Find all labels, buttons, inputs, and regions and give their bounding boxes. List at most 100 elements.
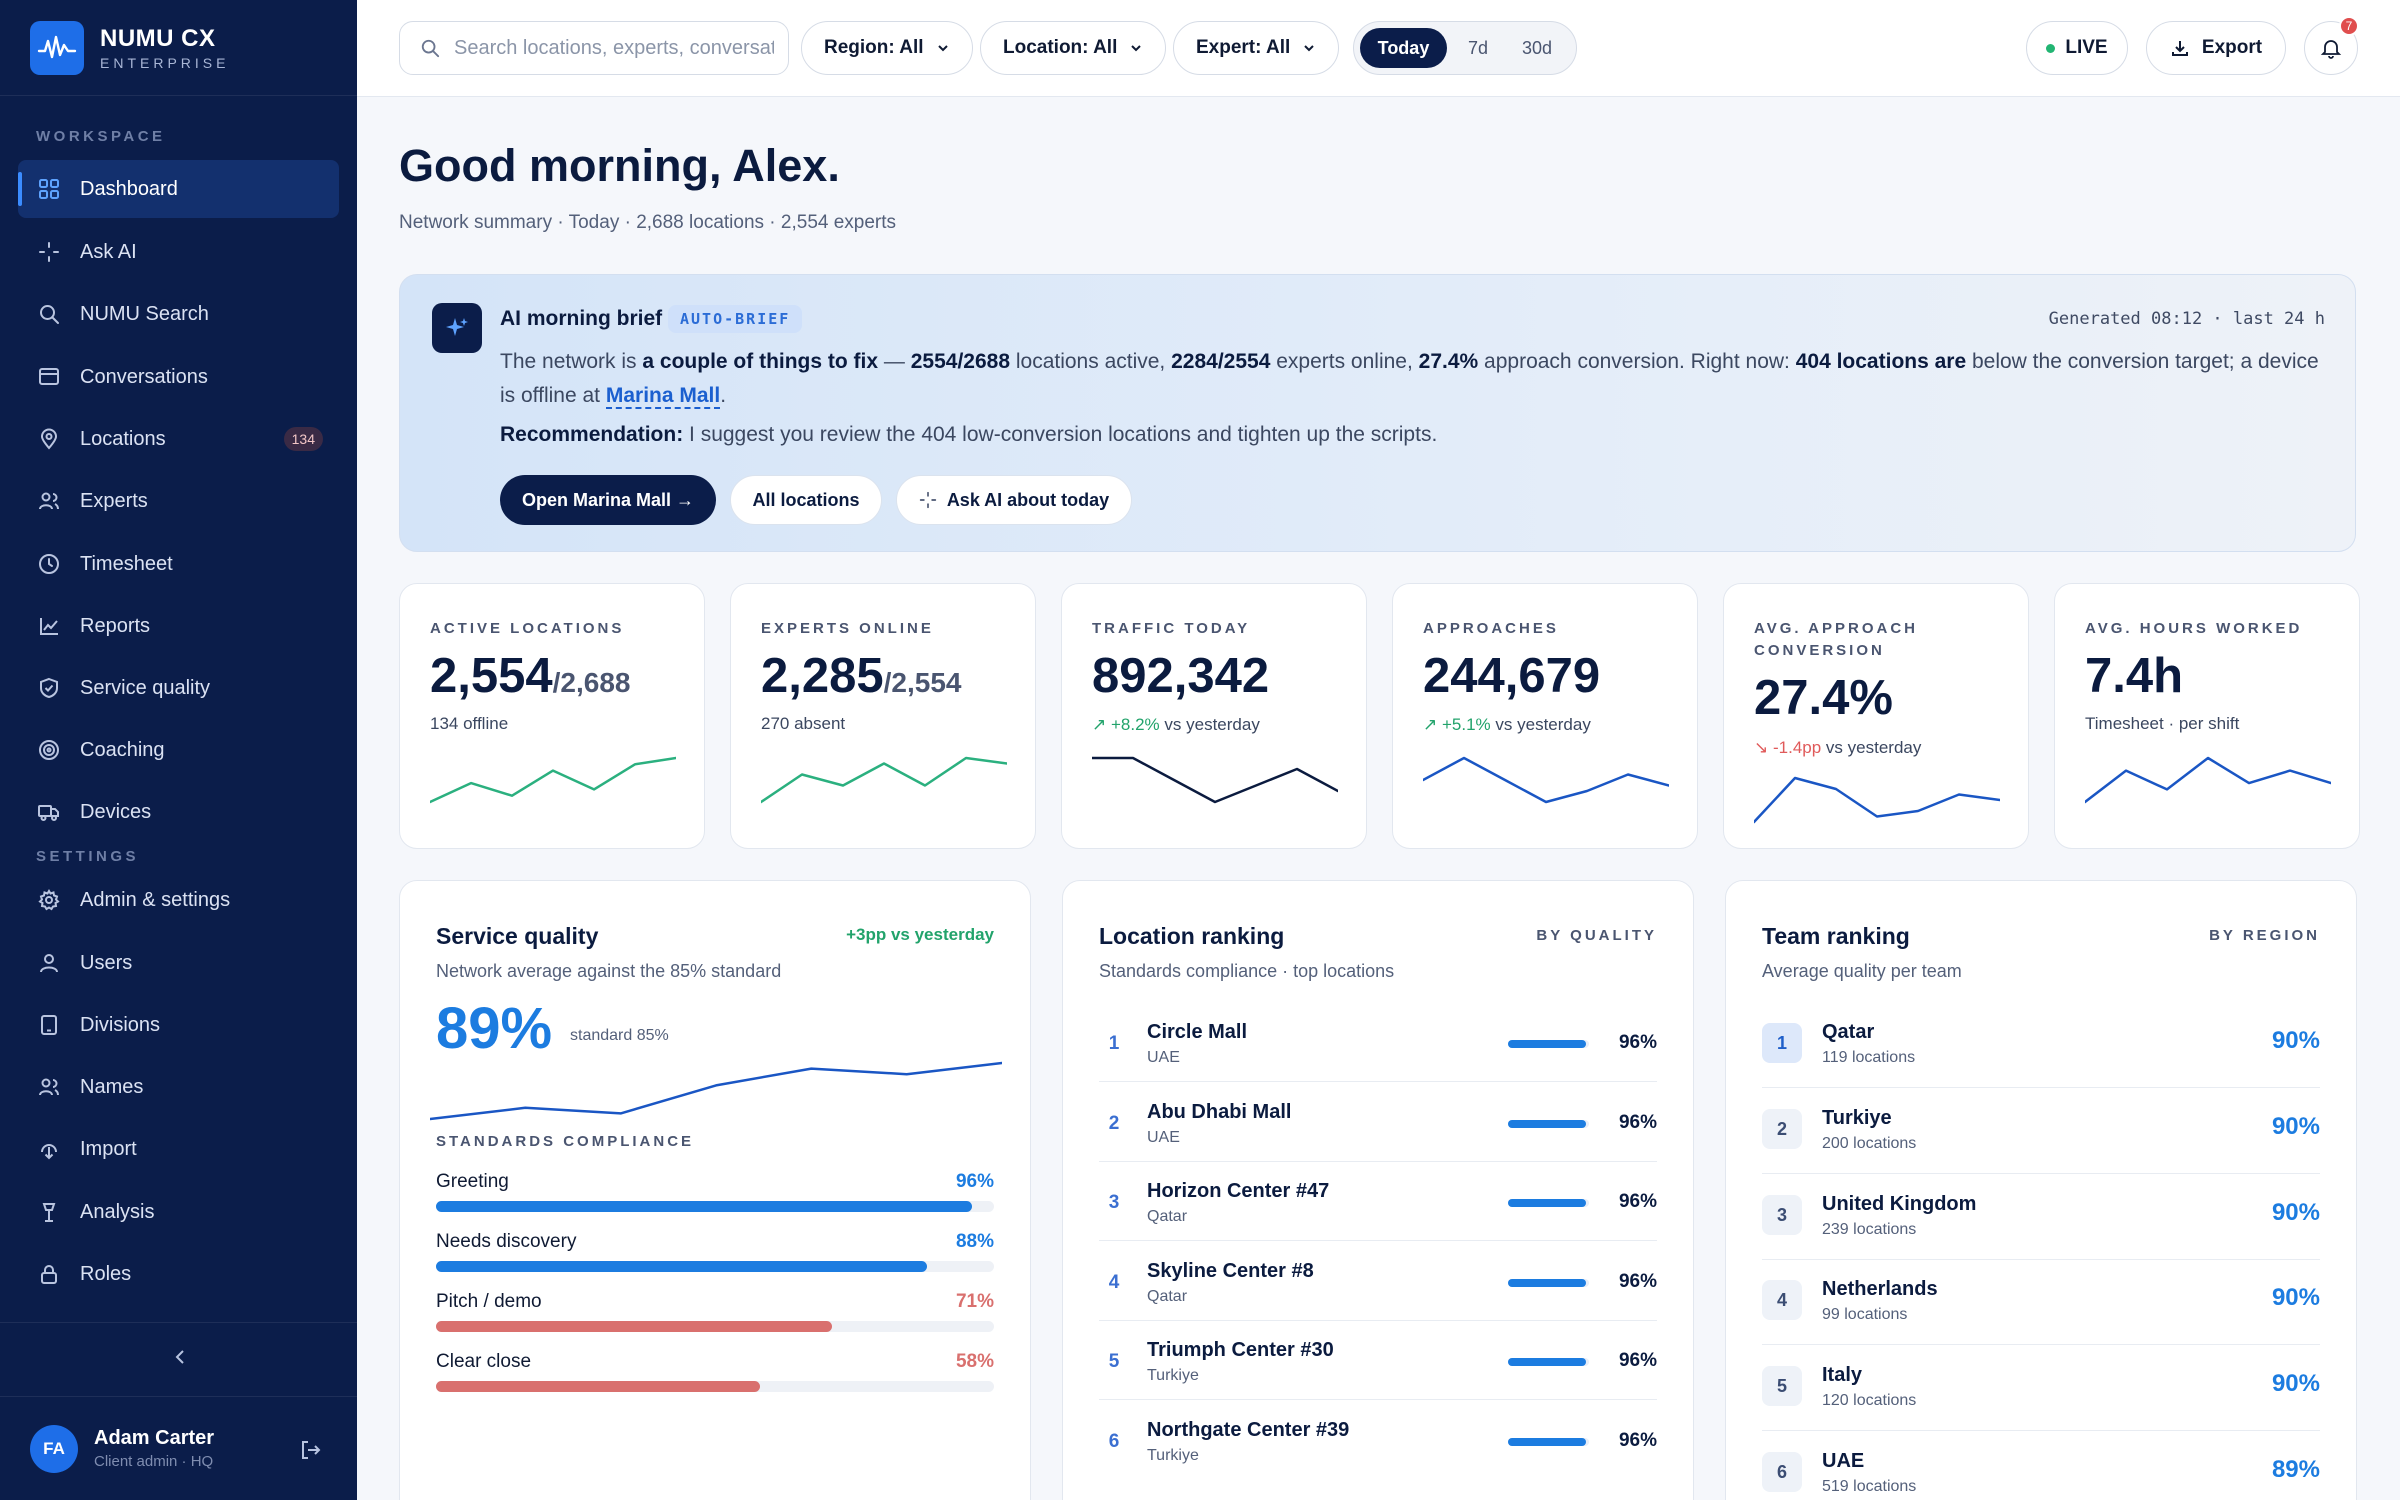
kpi-label: EXPERTS ONLINE (761, 620, 934, 637)
kpi-sub: Timesheet · per shift (2085, 714, 2240, 733)
sidebar-item-numu-search[interactable]: NUMU Search (18, 285, 339, 343)
sidebar-item-reports[interactable]: Reports (18, 597, 339, 655)
region-filter[interactable]: Region: All (801, 21, 973, 75)
team-row[interactable]: 2 Turkiye 200 locations 90% (1762, 1089, 2320, 1174)
sidebar-item-devices[interactable]: Devices (18, 783, 339, 841)
sidebar-item-divisions[interactable]: Divisions (18, 996, 339, 1054)
brand[interactable]: NUMU CX ENTERPRISE (0, 0, 357, 96)
panel-title: Location ranking (1099, 923, 1285, 949)
avatar: FA (30, 1424, 78, 1473)
search-box[interactable] (399, 21, 789, 75)
sidebar-item-analysis[interactable]: Analysis (18, 1183, 339, 1241)
collapse-sidebar-button[interactable] (168, 1345, 192, 1369)
location-filter[interactable]: Location: All (980, 21, 1167, 75)
team-score: 89% (2271, 1456, 2320, 1483)
sidebar-item-label: Ask AI (80, 240, 137, 263)
location-row[interactable]: 2 Abu Dhabi Mall UAE 96% (1099, 1083, 1657, 1162)
brief-highlight: 27.4% (1418, 350, 1479, 373)
chevron-left-icon (175, 1350, 184, 1364)
sidebar-divider (0, 1322, 357, 1323)
range-7d-button[interactable]: 7d (1467, 37, 1489, 58)
sidebar-item-label: Names (80, 1075, 144, 1098)
kpi-card-active-locations[interactable]: ACTIVE LOCATIONS 2,554/2,688 134 offline (399, 583, 705, 849)
open-marina-mall-button[interactable]: Open Marina Mall → (500, 475, 716, 525)
location-row[interactable]: 4 Skyline Center #8 Qatar 96% (1099, 1242, 1657, 1321)
sidebar-item-label: Locations (80, 427, 166, 450)
kpi-value-main: 2,554 (430, 649, 553, 703)
location-row[interactable]: 6 Northgate Center #39 Turkiye 96% (1099, 1401, 1657, 1480)
quality-bar-fill (1508, 1279, 1586, 1287)
sidebar-item-ask-ai[interactable]: Ask AI (18, 223, 339, 281)
brief-text-part: locations active, (1010, 350, 1172, 373)
sidebar-item-names[interactable]: Names (18, 1058, 339, 1116)
expert-filter[interactable]: Expert: All (1173, 21, 1340, 75)
brand-name: NUMU CX (100, 24, 216, 52)
team-row[interactable]: 4 Netherlands 99 locations 90% (1762, 1260, 2320, 1345)
search-icon (36, 301, 62, 327)
team-score: 90% (2271, 1199, 2320, 1226)
sidebar-item-dashboard[interactable]: Dashboard (18, 160, 339, 218)
quality-bar-fill (1508, 1199, 1586, 1207)
range-today-button[interactable]: Today (1360, 28, 1447, 68)
sidebar-item-coaching[interactable]: Coaching (18, 721, 339, 779)
compliance-name: Greeting (436, 1171, 509, 1192)
kpi-label: AVG. APPROACH CONVERSION (1754, 620, 1919, 659)
brief-text: The network is a couple of things to fix… (500, 345, 2320, 413)
quality-bar-fill (1508, 1120, 1586, 1128)
team-name: Turkiye (1822, 1107, 1892, 1129)
kpi-card-experts-online[interactable]: EXPERTS ONLINE 2,285/2,554 270 absent (730, 583, 1036, 849)
sidebar-item-admin-settings[interactable]: Admin & settings (18, 871, 339, 929)
sidebar-item-import[interactable]: Import (18, 1120, 339, 1178)
grid-icon (36, 176, 62, 202)
marina-mall-link[interactable]: Marina Mall (605, 384, 721, 409)
location-row[interactable]: 3 Horizon Center #47 Qatar 96% (1099, 1162, 1657, 1241)
ask-ai-about-today-button[interactable]: Ask AI about today (896, 475, 1132, 525)
sidebar-item-timesheet[interactable]: Timesheet (18, 535, 339, 593)
compliance-bar-track (436, 1321, 994, 1332)
clock-icon (36, 551, 62, 577)
sidebar-item-locations[interactable]: Locations 134 (18, 410, 339, 468)
topbar: Region: All Location: All Expert: All To… (357, 0, 2400, 97)
logout-button[interactable] (299, 1439, 321, 1461)
sidebar-item-roles[interactable]: Roles (18, 1245, 339, 1303)
compliance-bar-fill (436, 1201, 972, 1212)
all-locations-button[interactable]: All locations (730, 475, 882, 525)
search-input[interactable] (454, 36, 774, 60)
location-row[interactable]: 5 Triumph Center #30 Turkiye 96% (1099, 1321, 1657, 1400)
logout-icon (302, 1441, 321, 1459)
team-row[interactable]: 3 United Kingdom 239 locations 90% (1762, 1175, 2320, 1260)
range-30d-button[interactable]: 30d (1521, 37, 1553, 58)
location-score: 96% (1618, 1032, 1657, 1053)
kpi-card-avg-hours-worked[interactable]: AVG. HOURS WORKED 7.4h Timesheet · per s… (2054, 583, 2360, 849)
team-name: Netherlands (1822, 1278, 1938, 1300)
sidebar-item-service-quality[interactable]: Service quality (18, 659, 339, 717)
user-name: Adam Carter (94, 1427, 215, 1449)
trend-up-icon: ↗ (1092, 715, 1107, 734)
kpi-sparkline (1423, 756, 1669, 804)
compliance-value: 88% (955, 1231, 994, 1252)
message-icon (36, 364, 62, 390)
notifications-button[interactable]: 7 (2304, 16, 2359, 75)
team-row[interactable]: 6 UAE 519 locations 89% (1762, 1432, 2320, 1500)
ai-brief-card: AI morning brief AUTO-BRIEF Generated 08… (399, 274, 2356, 552)
team-row[interactable]: 5 Italy 120 locations 90% (1762, 1346, 2320, 1431)
target-icon (36, 737, 62, 763)
brief-text-part: — (878, 350, 911, 373)
recommendation-label: Recommendation: (500, 423, 684, 446)
sidebar-item-users[interactable]: Users (18, 934, 339, 992)
kpi-card-traffic-today[interactable]: TRAFFIC TODAY 892,342 ↗ +8.2% vs yesterd… (1061, 583, 1367, 849)
brief-tag: AUTO-BRIEF (668, 305, 803, 333)
sidebar-item-conversations[interactable]: Conversations (18, 348, 339, 406)
kpi-card-avg-approach-conversion[interactable]: AVG. APPROACH CONVERSION 27.4% ↘ -1.4pp … (1723, 583, 2029, 849)
export-button[interactable]: Export (2146, 21, 2286, 75)
shield-icon (36, 675, 62, 701)
trend-line (761, 756, 1007, 804)
compliance-row-clear-close: Clear close 58% (436, 1351, 994, 1401)
kpi-card-approaches[interactable]: APPROACHES 244,679 ↗ +5.1% vs yesterday (1392, 583, 1698, 849)
live-button[interactable]: LIVE (2026, 21, 2128, 75)
sidebar-item-experts[interactable]: Experts (18, 472, 339, 530)
locations-count-badge: 134 (283, 427, 323, 451)
team-row[interactable]: 1 Qatar 119 locations 90% (1762, 1003, 2320, 1088)
user-profile[interactable]: FA Adam Carter Client admin · HQ (0, 1396, 357, 1500)
location-row[interactable]: 1 Circle Mall UAE 96% (1099, 1003, 1657, 1082)
